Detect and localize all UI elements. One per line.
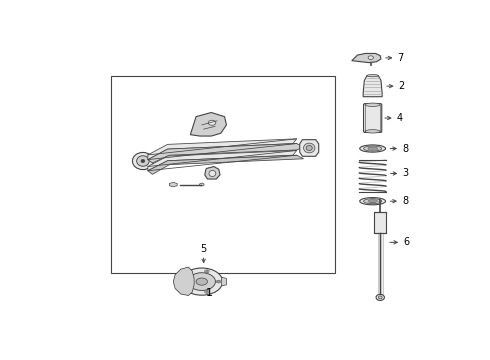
Text: 2: 2 [398,81,405,91]
Polygon shape [148,150,297,171]
Polygon shape [148,139,297,159]
Polygon shape [205,167,220,179]
Ellipse shape [196,278,207,285]
Polygon shape [148,144,303,163]
Ellipse shape [186,287,191,289]
Polygon shape [352,53,381,63]
Ellipse shape [186,274,191,276]
Ellipse shape [208,120,216,125]
Polygon shape [190,112,226,136]
Ellipse shape [206,291,208,293]
Ellipse shape [216,280,220,283]
Ellipse shape [188,273,216,291]
Ellipse shape [367,75,378,77]
Text: 4: 4 [396,113,403,123]
Text: 6: 6 [403,237,409,247]
Polygon shape [363,76,382,97]
Ellipse shape [378,296,382,299]
Ellipse shape [368,147,377,150]
Polygon shape [300,140,318,156]
Ellipse shape [187,275,189,276]
Polygon shape [221,278,226,286]
Ellipse shape [132,152,153,170]
Ellipse shape [205,270,209,273]
Ellipse shape [206,271,208,272]
Text: 3: 3 [402,168,408,179]
Ellipse shape [364,146,382,151]
Ellipse shape [205,291,209,293]
Ellipse shape [303,143,315,153]
Bar [111,76,335,273]
Ellipse shape [364,199,382,204]
Polygon shape [173,267,194,296]
Ellipse shape [187,287,189,289]
Ellipse shape [218,281,220,282]
Ellipse shape [360,145,386,152]
Text: 8: 8 [402,144,408,153]
Ellipse shape [368,200,377,203]
Ellipse shape [181,268,222,295]
Text: 5: 5 [200,244,207,254]
Ellipse shape [137,156,149,166]
Ellipse shape [141,159,145,163]
Ellipse shape [306,145,312,150]
Bar [378,233,383,294]
Ellipse shape [365,103,380,107]
Text: 1: 1 [206,288,213,298]
Ellipse shape [365,130,380,133]
Ellipse shape [360,198,386,205]
Text: 7: 7 [397,53,404,63]
Text: 8: 8 [402,196,408,206]
Ellipse shape [209,170,216,176]
Bar [374,212,386,233]
Ellipse shape [368,56,373,59]
FancyBboxPatch shape [364,104,382,132]
Ellipse shape [199,183,204,186]
Polygon shape [148,155,303,174]
Polygon shape [170,183,177,187]
Ellipse shape [376,294,385,301]
